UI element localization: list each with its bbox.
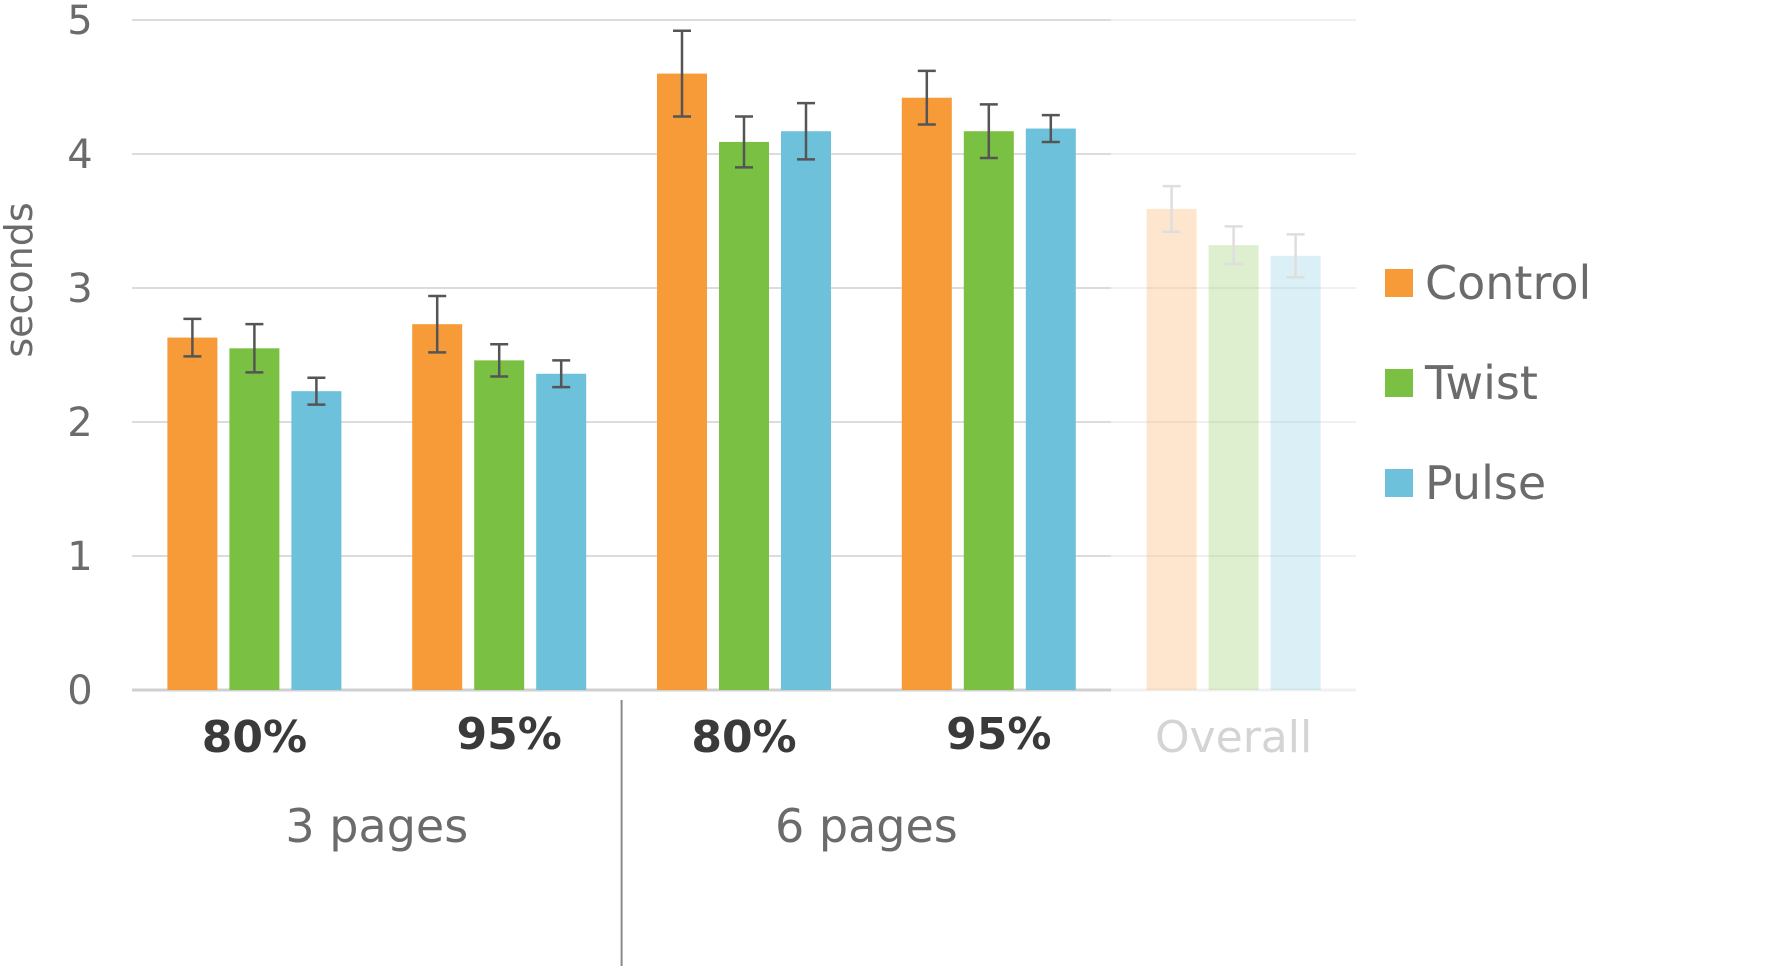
- y-tick-label: 4: [67, 132, 92, 178]
- bar-twist: [229, 348, 280, 690]
- legend-item-twist: Twist: [1385, 356, 1538, 410]
- error-bar: [1286, 233, 1305, 279]
- y-tick-labels: 0 1 2 3 4 5: [67, 0, 92, 714]
- x-category-labels: 80% 95% 80% 95% Overall: [202, 709, 1312, 763]
- x-group-label: 6 pages: [775, 799, 958, 853]
- error-bar: [490, 343, 509, 378]
- x-category-label: Overall: [1155, 712, 1312, 763]
- bar-control: [412, 324, 463, 690]
- error-bar: [307, 376, 326, 406]
- bar-pulse: [1270, 255, 1321, 690]
- x-category-label: 95%: [946, 709, 1051, 760]
- x-category-label: 80%: [691, 712, 796, 763]
- error-bar: [245, 322, 264, 374]
- legend-swatch: [1385, 469, 1413, 497]
- legend: Control Twist Pulse: [1385, 256, 1591, 510]
- error-bar: [979, 103, 998, 160]
- x-category-label: 95%: [457, 709, 562, 760]
- legend-label: Pulse: [1425, 456, 1546, 510]
- legend-swatch: [1385, 269, 1413, 297]
- bar-control: [657, 73, 707, 691]
- error-bar: [1162, 184, 1181, 233]
- y-tick-label: 3: [67, 266, 92, 312]
- error-bar: [797, 101, 815, 161]
- bar-pulse: [781, 131, 831, 691]
- error-bar: [183, 317, 202, 358]
- bar-pulse: [1025, 128, 1076, 691]
- bar-control: [167, 337, 218, 690]
- x-category-label: 80%: [202, 712, 307, 763]
- bar-pulse: [291, 391, 342, 690]
- legend-swatch: [1385, 369, 1413, 397]
- y-tick-label: 5: [67, 0, 92, 44]
- y-tick-label: 0: [67, 668, 92, 714]
- bar-twist: [1208, 245, 1259, 690]
- error-bar: [1041, 113, 1060, 144]
- x-group-labels: 3 pages 6 pages: [285, 700, 958, 966]
- bar-twist: [474, 360, 525, 690]
- legend-label: Twist: [1424, 356, 1538, 410]
- error-bar: [917, 69, 936, 126]
- bar-control: [1146, 208, 1197, 690]
- bar-control: [901, 97, 952, 691]
- bar-twist: [719, 141, 769, 690]
- error-bar: [552, 359, 571, 389]
- bar-twist: [963, 131, 1014, 691]
- legend-item-pulse: Pulse: [1385, 456, 1546, 510]
- x-group-label: 3 pages: [285, 799, 468, 853]
- bar-pulse: [536, 373, 587, 690]
- error-bars: [183, 29, 1305, 406]
- legend-item-control: Control: [1385, 256, 1591, 310]
- y-tick-label: 1: [67, 534, 92, 580]
- error-bar: [673, 29, 691, 118]
- error-bar: [735, 115, 753, 169]
- error-bar: [428, 294, 447, 354]
- y-tick-label: 2: [67, 400, 92, 446]
- legend-label: Control: [1425, 256, 1591, 310]
- error-bar: [1224, 225, 1243, 266]
- y-axis-label: seconds: [0, 202, 41, 357]
- bars: [167, 73, 1321, 691]
